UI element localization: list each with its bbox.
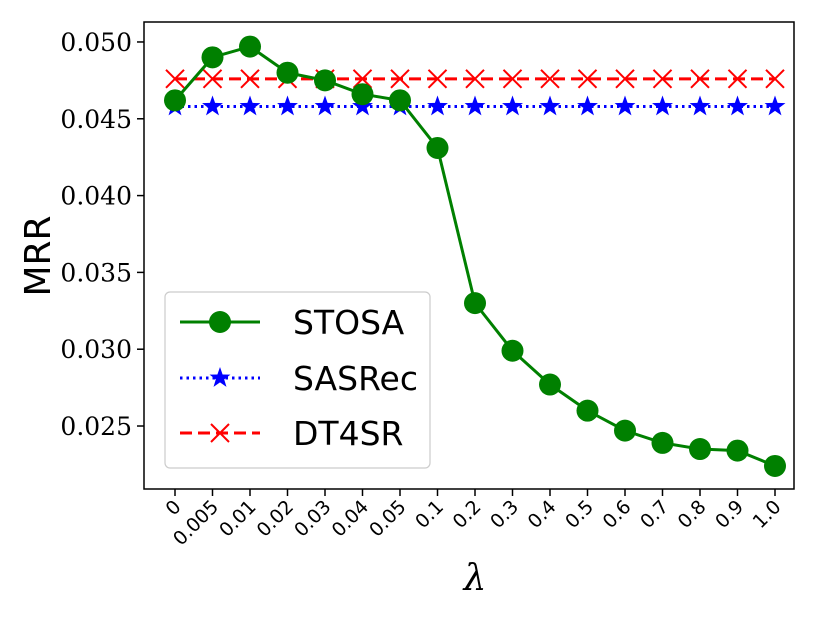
data-point-sasrec [614,95,636,116]
y-tick-label: 0.045 [60,105,132,134]
legend: STOSA SASRec DT4SR [164,291,431,469]
x-tick-label: 0.9 [711,496,748,533]
legend-marker-stosa [209,311,231,333]
data-point-sasrec [464,95,486,116]
data-point-sasrec [502,95,523,116]
data-point-dt4sr [465,69,485,89]
legend-marker-sasrec [209,367,231,387]
x-tick-label: 0.01 [215,496,260,541]
data-point-stosa [389,89,411,112]
y-tick-label: 0.030 [60,335,132,364]
x-tick-label: 0.5 [561,496,598,533]
legend-item-stosa: STOSA [180,303,405,342]
data-point-dt4sr [765,69,785,89]
x-tick-label: 0.6 [599,496,636,533]
x-tick-label: 0.7 [636,496,673,533]
data-point-stosa [164,89,186,112]
data-point-dt4sr [502,69,523,89]
x-tick-label: 0.2 [449,496,486,533]
data-point-stosa [201,46,224,69]
data-point-stosa [689,438,711,461]
data-point-dt4sr [577,69,598,89]
x-tick-label: 0.4 [524,496,561,533]
x-tick-label: 1.0 [749,496,786,533]
data-point-dt4sr [165,69,185,89]
x-tick-label: 0.8 [674,496,711,533]
x-tick-label: 0.02 [253,496,298,541]
data-point-dt4sr [727,69,748,89]
legend-item-dt4sr: DT4SR [180,414,403,453]
data-point-stosa [576,399,599,422]
data-point-sasrec [727,95,748,116]
data-point-sasrec [539,95,561,116]
legend-label-stosa: STOSA [293,303,405,342]
data-point-stosa [464,292,486,315]
data-point-sasrec [239,95,261,116]
series-dt4sr [165,69,785,89]
data-point-dt4sr [202,69,223,89]
series-stosa [164,35,786,477]
data-point-stosa [351,83,374,106]
data-point-stosa [239,35,261,58]
y-axis-title: MRR [18,215,59,296]
data-point-dt4sr [240,69,260,89]
data-point-dt4sr [652,69,673,89]
data-point-stosa [539,373,561,396]
data-point-sasrec [652,95,673,116]
plot-frame [143,21,795,490]
data-point-stosa [614,419,636,442]
x-tick-label: 0 [161,496,185,520]
data-point-dt4sr [540,69,560,89]
series-layer [164,35,786,477]
data-point-dt4sr [390,69,410,89]
x-tick-label: 0.05 [365,496,410,541]
data-point-sasrec [427,95,448,116]
data-point-sasrec [277,95,298,116]
x-axis-title: λ [462,558,487,599]
x-tick-label: 0.03 [290,496,335,541]
legend-label-dt4sr: DT4SR [293,414,403,453]
data-point-sasrec [202,95,223,116]
data-point-dt4sr [615,69,635,89]
legend-label-sasrec: SASRec [293,359,418,398]
data-point-dt4sr [352,69,373,89]
data-point-sasrec [764,95,786,116]
y-axis: 0.025 0.030 0.035 0.040 0.045 0.050 [60,28,144,441]
data-point-stosa [726,439,749,462]
y-tick-label: 0.040 [60,182,132,211]
x-tick-label: 0.04 [328,496,373,541]
data-point-stosa [501,339,524,362]
data-point-stosa [314,69,336,92]
legend-box [164,291,431,469]
x-tick-label: 0.1 [411,496,448,533]
y-tick-label: 0.035 [60,258,132,287]
data-point-sasrec [689,95,711,116]
data-point-sasrec [314,95,336,116]
x-tick-label: 0.3 [486,496,523,533]
series-sasrec [164,95,786,116]
data-point-sasrec [352,95,373,116]
data-point-stosa [651,431,674,454]
data-point-stosa [426,136,449,159]
y-tick-label: 0.025 [60,412,132,441]
data-point-sasrec [577,95,598,116]
data-point-stosa [764,454,786,477]
legend-marker-dt4sr [210,423,230,443]
data-point-dt4sr [427,69,448,89]
data-point-dt4sr [690,69,710,89]
data-point-stosa [276,61,299,84]
legend-item-sasrec: SASRec [180,359,418,398]
y-tick-label: 0.050 [60,28,132,57]
